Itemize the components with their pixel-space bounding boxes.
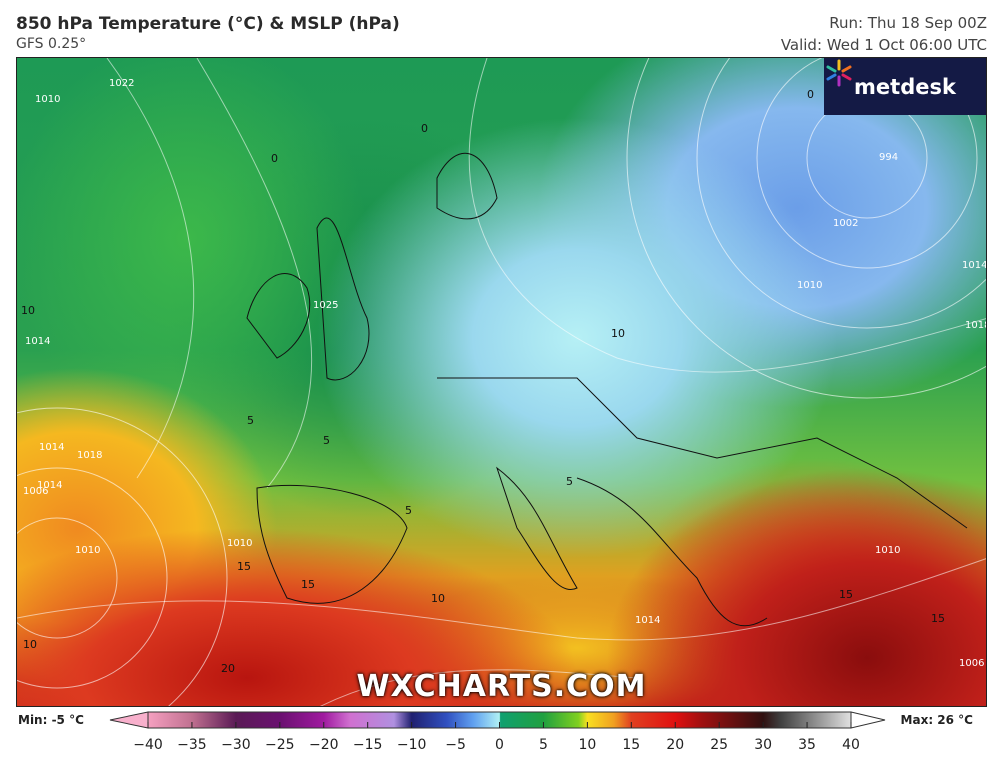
watermark: WXCHARTS.COM (356, 669, 647, 704)
coastline (256, 484, 408, 604)
isobar-label: 1006 (23, 486, 48, 497)
max-extend-arrow (850, 711, 886, 729)
temperature-label: 10 (23, 638, 37, 651)
isobar (196, 58, 313, 489)
tick-label: 30 (754, 737, 772, 753)
isobar-label: 1018 (965, 320, 987, 331)
tick-label: −25 (265, 737, 295, 753)
temperature-label: 15 (839, 588, 853, 601)
isobar (806, 97, 928, 219)
temperature-label: 10 (21, 304, 35, 317)
tick-label: 10 (578, 737, 596, 753)
isobar (756, 58, 978, 269)
isobar (626, 58, 986, 399)
isobar-label: 1010 (75, 545, 100, 556)
temperature-label: 5 (405, 504, 412, 517)
tick-label: −15 (353, 737, 383, 753)
tick-label: −30 (221, 737, 251, 753)
isobar-label: 1010 (227, 538, 252, 549)
tick-label: 0 (495, 737, 504, 753)
temperature-label: 5 (323, 434, 330, 447)
tick-label: 5 (539, 737, 548, 753)
model-label: GFS 0.25° (16, 36, 87, 52)
coastline (496, 466, 578, 591)
temperature-label: 20 (221, 662, 235, 675)
isobar (696, 58, 986, 329)
isobar-label: 1010 (797, 280, 822, 291)
isobar-label: 1025 (313, 300, 338, 311)
coastline (436, 152, 498, 220)
color-scale: −40 −35 −30 −25 −20 −15 −10 −5 0 5 10 15 20 25 30 35 40 (109, 711, 886, 753)
temperature-label: 0 (421, 122, 428, 135)
temperature-label: 15 (301, 578, 315, 591)
logo-text: metdesk (854, 74, 956, 99)
tick-label: 35 (798, 737, 816, 753)
tick-label: −35 (177, 737, 207, 753)
isobar-label: 1022 (109, 78, 134, 89)
tick-label: 20 (666, 737, 684, 753)
isobar (468, 58, 986, 373)
isobar (106, 58, 195, 479)
weather-map: 1022 1010 1010 1014 1018 1014 1006 1010 1025 1002… (16, 57, 987, 707)
isobar-label: 1014 (37, 480, 62, 491)
isobar-label: 1002 (833, 218, 858, 229)
run-time: Run: Thu 18 Sep 00Z (829, 14, 987, 32)
tick-label: −5 (445, 737, 466, 753)
temperature-label: 5 (566, 475, 573, 488)
isobar-label: 1014 (39, 442, 64, 453)
flower-logo-icon (826, 59, 852, 87)
temperature-label: 5 (247, 414, 254, 427)
tick-label: 15 (622, 737, 640, 753)
isobar (17, 517, 118, 639)
temperature-label: 0 (807, 88, 814, 101)
min-extend-arrow (109, 711, 149, 729)
metdesk-logo: metdesk (824, 58, 986, 115)
min-temperature: Min: -5 °C (18, 713, 84, 727)
isobar-label: 994 (879, 152, 898, 163)
isobar-label: 1018 (77, 450, 102, 461)
valid-time: Valid: Wed 1 Oct 06:00 UTC (780, 36, 987, 54)
coastline (246, 273, 311, 359)
contour-overlay: 1022101010101014101810141006101010251002… (17, 58, 987, 706)
tick-label: −40 (133, 737, 163, 753)
temperature-label: 15 (237, 560, 251, 573)
tick-label: 25 (710, 737, 728, 753)
isobar-label: 1006 (959, 658, 984, 669)
max-temperature: Max: 26 °C (900, 713, 973, 727)
isobar-label: 1010 (875, 545, 900, 556)
coastline (316, 217, 370, 381)
temperature-label: 15 (931, 612, 945, 625)
isobar-label: 1014 (962, 260, 987, 271)
chart-title: 850 hPa Temperature (°C) & MSLP (hPa) (16, 14, 400, 34)
isobar (17, 407, 228, 706)
tick-label: −10 (397, 737, 427, 753)
isobar (17, 467, 168, 689)
isobar (320, 669, 638, 706)
isobar-label: 1014 (635, 615, 660, 626)
tick-label: 40 (842, 737, 860, 753)
isobar-label: 1010 (35, 94, 60, 105)
coastline (437, 377, 968, 529)
temperature-label: 10 (611, 327, 625, 340)
tick-label: −20 (309, 737, 339, 753)
coastline (576, 477, 768, 627)
isobar-label: 1014 (25, 336, 50, 347)
isobar (17, 558, 986, 641)
temperature-label: 10 (431, 592, 445, 605)
temperature-label: 0 (271, 152, 278, 165)
